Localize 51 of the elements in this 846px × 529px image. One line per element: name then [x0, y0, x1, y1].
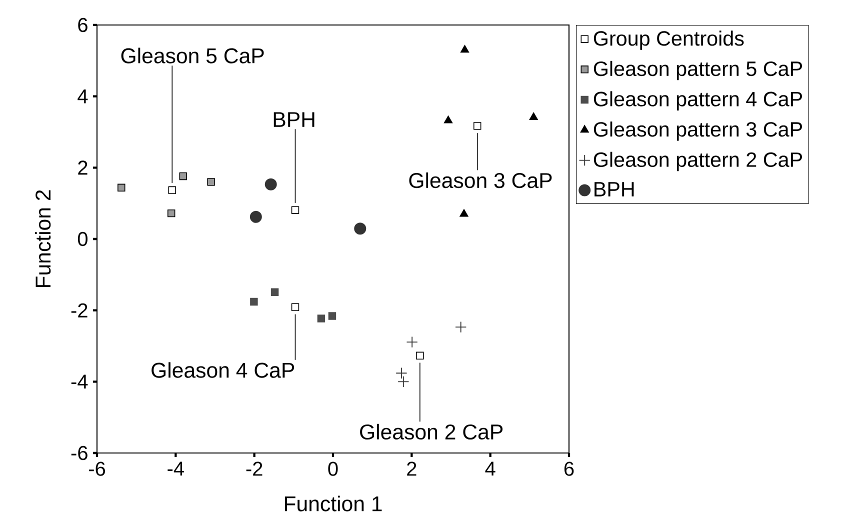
point — [179, 172, 188, 180]
legend-label: Gleason pattern 3 CaP — [594, 122, 802, 141]
point — [460, 209, 468, 217]
x-tick-label: 6 — [564, 462, 574, 476]
legend-label: Gleason pattern 4 CaP — [594, 91, 802, 110]
point — [168, 186, 176, 194]
annotation: Gleason 3 CaP — [409, 172, 552, 188]
point — [250, 298, 258, 306]
point — [118, 184, 126, 192]
point — [317, 314, 326, 322]
point — [328, 312, 336, 320]
x-tick-label: 0 — [328, 462, 338, 476]
point — [291, 206, 300, 214]
y-tick-label: 6 — [78, 18, 88, 32]
legend-label: Group Centroids — [594, 30, 744, 50]
point — [207, 178, 215, 186]
point — [406, 336, 418, 348]
legend-label: Gleason pattern 5 CaP — [594, 60, 802, 80]
point — [396, 367, 408, 379]
point — [444, 116, 453, 124]
point — [250, 210, 262, 223]
y-tick-label: 0 — [78, 232, 88, 246]
point — [291, 303, 300, 311]
point — [270, 288, 279, 296]
x-axis-title: Function 1 — [284, 496, 382, 512]
x-tick-label: -4 — [168, 462, 184, 476]
point — [354, 222, 366, 235]
annotation: BPH — [274, 112, 314, 127]
y-axis-title: Function 2 — [35, 190, 51, 288]
annotation: Gleason 5 CaP — [121, 48, 264, 64]
point — [473, 122, 482, 130]
x-tick-label: 2 — [407, 462, 416, 476]
point — [398, 376, 410, 388]
point — [416, 352, 424, 360]
point — [455, 321, 467, 333]
point — [529, 112, 538, 120]
point — [167, 209, 176, 218]
y-tick-label: 4 — [78, 89, 88, 104]
legend-label: BPH — [594, 182, 634, 196]
y-tick-label: -6 — [71, 446, 88, 460]
y-tick-label: -2 — [71, 303, 88, 318]
x-tick-label: -2 — [246, 462, 262, 476]
legend-label: Gleason pattern 2 CaP — [594, 152, 802, 172]
y-tick-label: -4 — [71, 374, 88, 389]
y-tick-label: 2 — [78, 160, 88, 175]
x-tick-label: -6 — [88, 462, 106, 476]
x-tick-label: 4 — [485, 462, 496, 476]
point — [460, 45, 470, 53]
annotation: Gleason 2 CaP — [360, 424, 503, 440]
annotation: Gleason 4 CaP — [152, 362, 294, 378]
point — [264, 178, 277, 190]
